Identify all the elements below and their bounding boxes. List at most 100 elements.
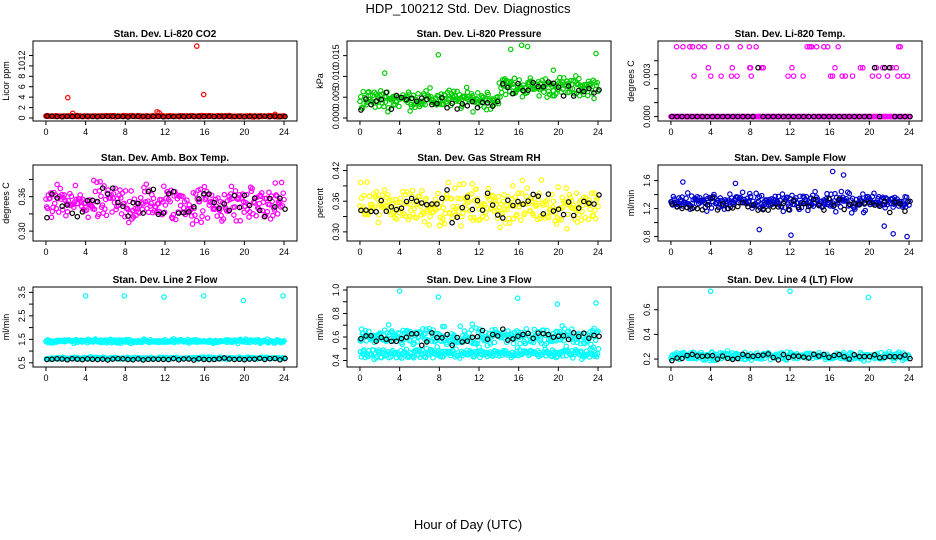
black-point: [816, 353, 822, 359]
black-point: [64, 202, 71, 208]
data-point: [737, 43, 744, 50]
black-point: [570, 330, 577, 336]
data-point: [406, 213, 413, 220]
black-point: [74, 356, 81, 362]
black-point: [241, 113, 248, 120]
data-point: [132, 205, 138, 212]
black-point: [236, 356, 243, 363]
black-point: [59, 356, 65, 362]
black-point: [520, 201, 526, 208]
data-point: [426, 222, 433, 228]
data-point: [64, 209, 71, 215]
x-tick-label: 12: [474, 247, 484, 257]
data-point: [469, 93, 476, 99]
black-point: [115, 199, 121, 206]
outlier-point: [824, 43, 831, 50]
data-point: [832, 208, 839, 215]
black-point: [439, 94, 445, 101]
black-point: [175, 113, 182, 119]
page-title: HDP_100212 Std. Dev. Diagnostics: [365, 1, 571, 16]
data-point: [461, 328, 468, 334]
black-point: [434, 100, 440, 107]
black-point: [586, 335, 592, 341]
black-point: [125, 114, 131, 120]
y-tick-label: 0.8: [642, 230, 652, 243]
data-point: [591, 95, 597, 102]
data-point: [249, 185, 255, 192]
black-point: [398, 94, 405, 101]
data-point: [711, 194, 718, 201]
data-point: [435, 190, 441, 197]
y-tick-label: 0.42: [331, 162, 341, 180]
y-axis-label: ml/min: [626, 314, 636, 341]
data-point: [728, 73, 735, 79]
black-point: [560, 332, 567, 339]
black-point: [525, 87, 531, 93]
data-point: [95, 211, 102, 218]
data-point: [375, 219, 382, 226]
data-point: [566, 89, 573, 95]
black-point: [714, 207, 721, 213]
data-point: [518, 190, 525, 196]
black-point: [525, 330, 531, 337]
black-point: [104, 113, 111, 120]
data-point: [502, 91, 509, 98]
x-axis-label: Hour of Day (UTC): [413, 517, 523, 532]
black-point: [530, 79, 536, 86]
data-point: [457, 323, 464, 330]
data-point: [527, 75, 534, 81]
black-point: [535, 330, 542, 336]
black-point: [474, 197, 481, 204]
data-point: [673, 43, 680, 50]
data-point: [415, 90, 421, 97]
black-point: [49, 356, 55, 363]
black-point: [699, 207, 706, 213]
data-point: [469, 180, 476, 187]
black-point: [724, 205, 731, 212]
black-point: [841, 206, 847, 213]
y-tick-label: 2.5: [17, 310, 27, 323]
black-point: [272, 355, 278, 362]
data-point: [441, 220, 448, 227]
data-point: [55, 209, 62, 215]
y-axis-label: ml/min: [626, 190, 636, 217]
black-point: [373, 338, 379, 345]
data-point: [411, 205, 417, 212]
black-point: [180, 210, 187, 216]
data-point: [397, 195, 404, 202]
plot-title: Stan. Dev. Sample Flow: [734, 153, 846, 164]
black-point: [499, 326, 506, 332]
data-point: [118, 210, 125, 217]
black-point: [54, 356, 60, 362]
black-point: [145, 188, 152, 195]
x-tick-label: 16: [200, 127, 210, 137]
data-point: [848, 210, 855, 216]
black-point: [64, 113, 71, 120]
data-point: [468, 327, 475, 333]
x-tick-label: 4: [83, 373, 88, 383]
black-point: [745, 113, 751, 120]
black-point: [388, 338, 395, 345]
black-point: [424, 201, 430, 208]
black-point: [841, 353, 847, 360]
data-point: [96, 188, 103, 194]
black-point: [59, 113, 65, 120]
black-point: [505, 337, 511, 343]
data-point: [516, 203, 523, 210]
data-point: [519, 93, 526, 100]
data-point: [814, 196, 821, 202]
data-point: [510, 81, 516, 87]
black-point: [846, 356, 853, 362]
black-point: [729, 356, 736, 363]
black-point: [363, 333, 369, 339]
black-point: [378, 96, 385, 103]
x-tick-label: 0: [357, 247, 362, 257]
y-tick-label: 0.005: [331, 86, 341, 109]
data-point: [592, 215, 599, 222]
black-point: [444, 187, 450, 193]
outlier-point: [680, 179, 686, 185]
black-point: [211, 356, 217, 363]
black-point: [596, 333, 602, 340]
x-tick-label: 24: [593, 127, 603, 137]
data-point: [445, 179, 452, 186]
